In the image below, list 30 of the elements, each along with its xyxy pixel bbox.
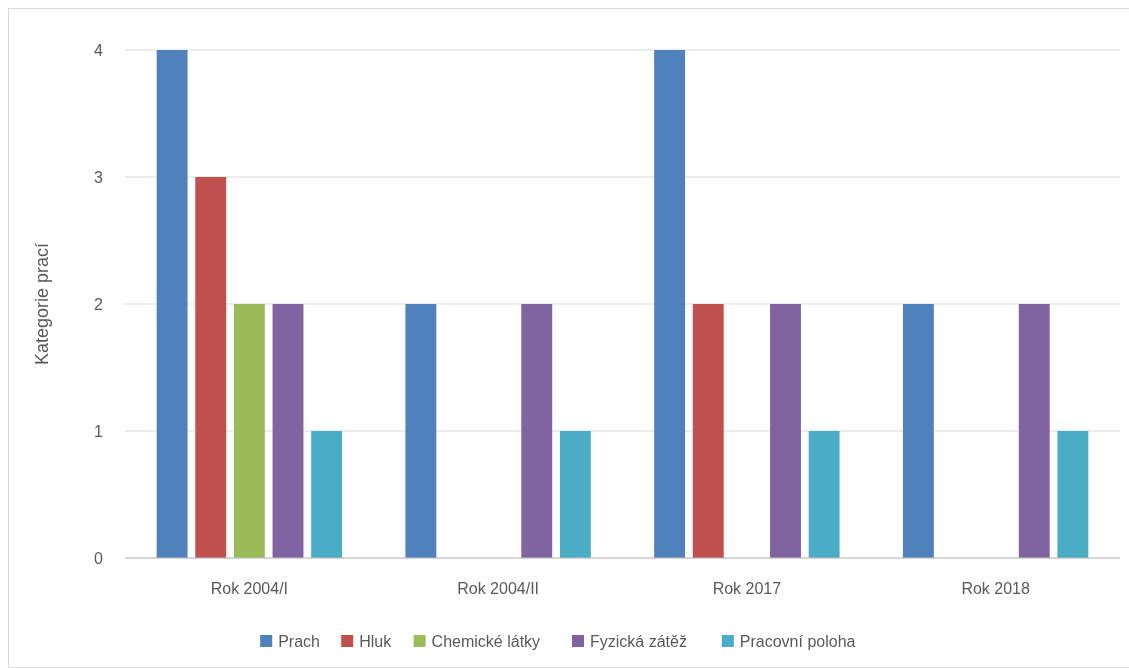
- y-tick-label: 0: [94, 549, 104, 567]
- bar: [195, 177, 227, 558]
- bar: [272, 304, 304, 558]
- bar: [692, 304, 724, 558]
- bar: [902, 304, 934, 558]
- bar: [156, 50, 188, 558]
- bar: [559, 431, 591, 558]
- bar: [808, 431, 840, 558]
- legend-label: Prach: [278, 633, 320, 650]
- y-tick-label: 1: [94, 422, 104, 440]
- bar: [233, 304, 265, 558]
- bar: [770, 304, 801, 558]
- bar: [1018, 304, 1050, 558]
- bar: [311, 431, 343, 558]
- y-tick-label: 3: [94, 168, 104, 186]
- legend-label: Hluk: [359, 633, 393, 650]
- legend-label: Chemické látky: [431, 633, 541, 650]
- x-tick-label: Rok 2004/I: [210, 580, 289, 597]
- legend-label: Pracovní poloha: [739, 633, 856, 650]
- bar: [1057, 431, 1089, 558]
- x-tick-label: Rok 2018: [961, 580, 1030, 597]
- bar: [521, 304, 553, 558]
- bar: [405, 304, 437, 558]
- x-tick-label: Rok 2004/II: [457, 580, 540, 597]
- y-tick-label: 4: [94, 41, 104, 59]
- legend-label: Fyzická zátěž: [590, 633, 687, 650]
- bar: [654, 50, 686, 558]
- x-tick-label: Rok 2017: [712, 580, 782, 597]
- y-tick-label: 2: [94, 295, 104, 313]
- y-axis-title: Kategorie prací: [32, 242, 52, 366]
